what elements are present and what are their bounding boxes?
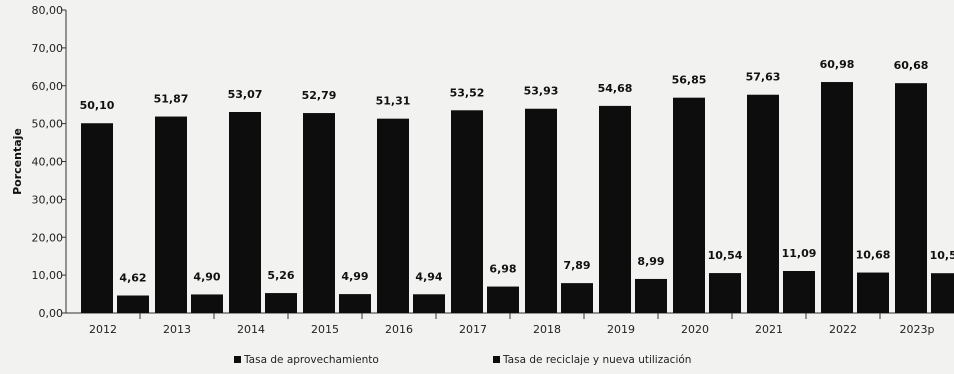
legend-label: Tasa de aprovechamiento [243, 354, 379, 366]
data-label: 4,94 [415, 270, 442, 283]
data-label: 5,26 [267, 269, 294, 282]
y-tick-label: 40,00 [32, 156, 64, 169]
bar-reciclaje [413, 294, 445, 313]
x-tick-label: 2012 [89, 323, 117, 336]
bar-aprovechamiento [821, 82, 853, 313]
data-label: 54,68 [598, 82, 633, 95]
bar-reciclaje [191, 294, 223, 313]
bar-reciclaje [561, 283, 593, 313]
data-label: 4,62 [119, 272, 146, 285]
legend-label: Tasa de reciclaje y nueva utilización [502, 354, 691, 366]
data-label: 10,51 [930, 249, 954, 262]
x-tick-label: 2017 [459, 323, 487, 336]
y-tick-label: 70,00 [32, 42, 64, 55]
bar-aprovechamiento [673, 97, 705, 313]
data-label: 51,31 [376, 95, 411, 108]
data-label: 53,93 [524, 85, 559, 98]
bar-reciclaje [857, 272, 889, 313]
data-label: 53,07 [228, 88, 263, 101]
x-tick-label: 2020 [681, 323, 709, 336]
y-tick-label: 50,00 [32, 118, 64, 131]
x-tick-label: 2015 [311, 323, 339, 336]
x-tick-label: 2013 [163, 323, 191, 336]
x-tick-label: 2019 [607, 323, 635, 336]
data-label: 50,10 [80, 99, 115, 112]
y-tick-label: 80,00 [32, 4, 64, 17]
bar-reciclaje [117, 295, 149, 313]
bar-reciclaje [931, 273, 954, 313]
data-label: 8,99 [637, 255, 664, 268]
x-tick-label: 2014 [237, 323, 265, 336]
data-label: 4,90 [193, 270, 220, 283]
bar-aprovechamiento [599, 105, 631, 313]
x-tick-label: 2022 [829, 323, 857, 336]
data-label: 11,09 [782, 247, 817, 260]
x-tick-label: 2021 [755, 323, 783, 336]
bar-aprovechamiento [377, 118, 409, 313]
bar-aprovechamiento [155, 116, 187, 313]
data-label: 56,85 [672, 74, 707, 87]
bar-aprovechamiento [303, 113, 335, 313]
data-label: 51,87 [154, 93, 189, 106]
bar-reciclaje [339, 294, 371, 313]
data-label: 60,98 [820, 58, 855, 71]
bar-aprovechamiento [895, 83, 927, 313]
y-tick-label: 20,00 [32, 231, 64, 244]
x-tick-label: 2018 [533, 323, 561, 336]
legend-swatch [234, 356, 241, 363]
bar-reciclaje [709, 273, 741, 313]
legend-swatch [493, 356, 500, 363]
bar-aprovechamiento [81, 123, 113, 313]
data-label: 10,54 [708, 249, 743, 262]
y-tick-label: 10,00 [32, 269, 64, 282]
x-tick-label: 2016 [385, 323, 413, 336]
bar-aprovechamiento [747, 94, 779, 313]
bar-reciclaje [487, 286, 519, 313]
data-label: 10,68 [856, 249, 891, 262]
data-label: 53,52 [450, 86, 485, 99]
bar-aprovechamiento [229, 111, 261, 313]
data-label: 52,79 [302, 89, 337, 102]
bar-reciclaje [783, 270, 815, 313]
y-tick-label: 0,00 [39, 307, 64, 320]
bar-aprovechamiento [451, 110, 483, 313]
bar-reciclaje [635, 278, 667, 313]
data-label: 57,63 [746, 71, 781, 84]
data-label: 6,98 [489, 263, 516, 276]
y-tick-label: 30,00 [32, 193, 64, 206]
bar-aprovechamiento [525, 108, 557, 313]
y-axis-title: Porcentaje [11, 128, 24, 195]
y-tick-label: 60,00 [32, 80, 64, 93]
bar-reciclaje [265, 293, 297, 313]
data-label: 60,68 [894, 59, 929, 72]
data-label: 4,99 [341, 270, 368, 283]
data-label: 7,89 [563, 259, 590, 272]
x-tick-label: 2023p [900, 323, 935, 336]
